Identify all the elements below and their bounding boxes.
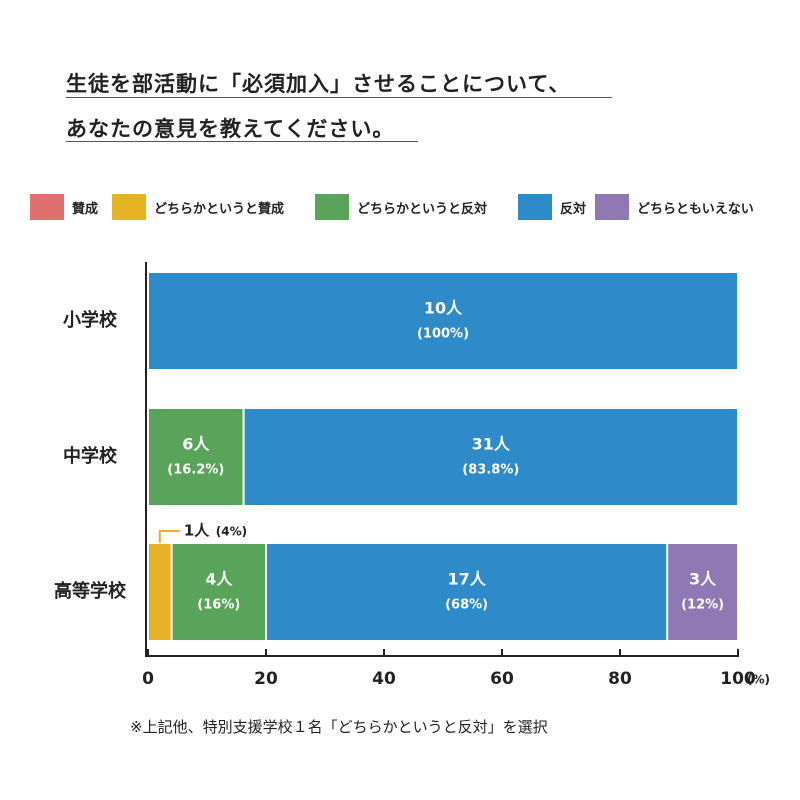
legend-swatch-icon (112, 194, 146, 220)
title-underline-2 (66, 141, 418, 142)
bar-count-label: 10人 (424, 299, 463, 318)
legend-item-sansei: 賛成 (30, 194, 98, 220)
x-axis-unit: (%) (747, 673, 770, 687)
bar-count-label: 4人 (205, 570, 233, 589)
legend-item-dochiratomo: どちらともいえない (595, 194, 754, 220)
category-label: 小学校 (63, 309, 118, 331)
bar-segment (668, 544, 737, 640)
bar-count-label: 3人 (689, 570, 717, 589)
bar-segment (172, 544, 265, 640)
footnote: ※上記他、特別支援学校１名「どちらかというと反対」を選択 (130, 718, 548, 736)
x-tick-label: 40 (372, 669, 396, 689)
bar-percent-label: (83.8%) (462, 463, 519, 478)
bar-count-label: 6人 (182, 435, 210, 454)
callout-percent-label: (4%) (216, 525, 247, 539)
legend-label: どちらかというと反対 (357, 201, 488, 217)
bar-percent-label: (12%) (681, 598, 724, 613)
category-label: 中学校 (63, 445, 118, 467)
legend-label: どちらかというと賛成 (154, 201, 285, 217)
legend-item-dochiraka-hantai: どちらかというと反対 (315, 194, 487, 220)
x-tick-label: 20 (254, 669, 278, 689)
x-tick-label: 80 (608, 669, 632, 689)
legend-swatch-icon (595, 194, 629, 220)
bar-segment (267, 544, 667, 640)
bar-segment (244, 409, 737, 505)
callout-count-label: 1人 (184, 522, 210, 540)
title-line-1: 生徒を部活動に「必須加入」させることについて、 (66, 72, 571, 96)
legend-item-hantai: 反対 (518, 194, 586, 220)
legend-item-dochiraka-sansei: どちらかというと賛成 (112, 194, 284, 220)
legend-label: 反対 (560, 201, 587, 217)
legend-swatch-icon (518, 194, 552, 220)
bar-percent-label: (16.2%) (167, 463, 224, 478)
bar-segment (149, 273, 737, 369)
bar-percent-label: (16%) (197, 598, 240, 613)
x-tick-label: 60 (490, 669, 514, 689)
bar-percent-label: (100%) (417, 327, 469, 342)
x-tick-label: 100 (720, 669, 756, 689)
title-line-2: あなたの意見を教えてください。 (66, 117, 395, 141)
bar-segment (149, 544, 171, 640)
category-label: 高等学校 (54, 580, 127, 602)
legend-label: 賛成 (72, 201, 99, 217)
callout-leader (158, 530, 180, 543)
bar-percent-label: (68%) (445, 598, 488, 613)
bar-count-label: 31人 (472, 435, 511, 454)
legend-label: どちらともいえない (637, 201, 754, 217)
x-tick-label: 0 (142, 669, 154, 689)
legend-swatch-icon (315, 194, 349, 220)
bar-count-label: 17人 (447, 570, 486, 589)
legend-swatch-icon (30, 194, 64, 220)
title-underline-1 (66, 97, 612, 98)
bar-segment (149, 409, 243, 505)
